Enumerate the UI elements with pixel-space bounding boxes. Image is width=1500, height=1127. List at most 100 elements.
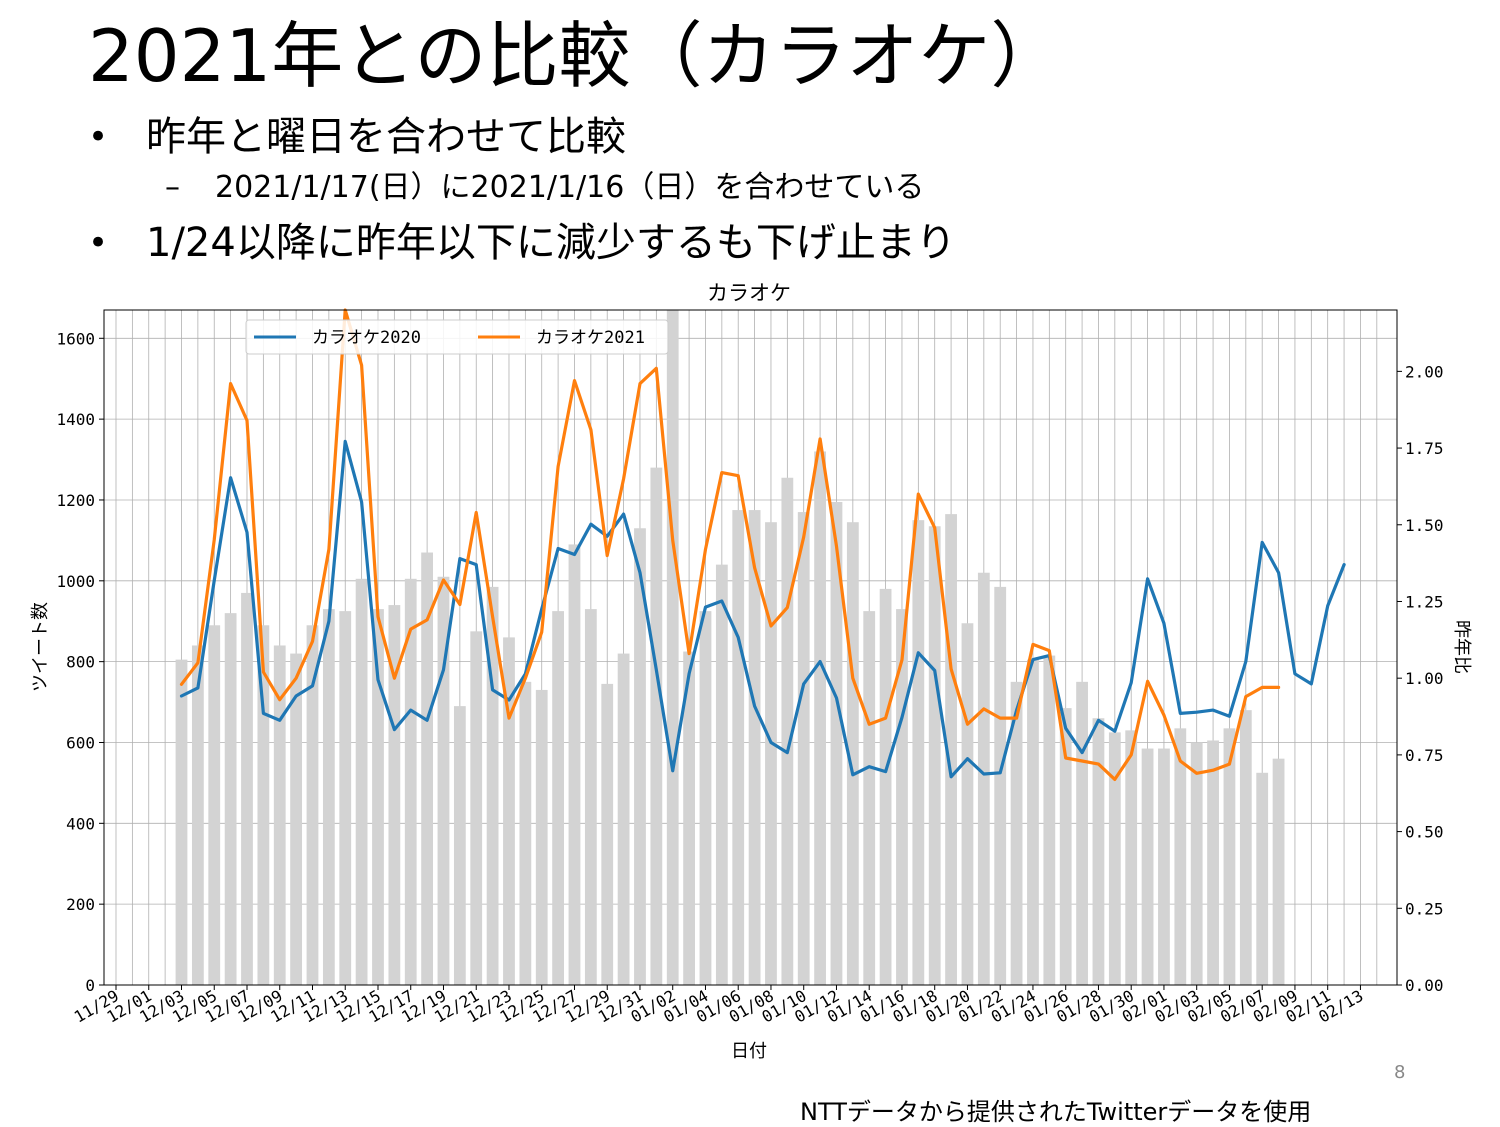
legend-label-2020: カラオケ2020 [312,328,421,348]
bar [503,637,515,985]
legend-label-2021: カラオケ2021 [536,328,645,348]
bar [830,501,843,985]
data-source-note: NTTデータから提供されたTwitterデータを使用 [800,1098,1312,1126]
bar [421,552,434,985]
y2-tick-label: 0.00 [1405,976,1444,995]
bar [1223,728,1236,985]
y2-tick-label: 1.50 [1405,516,1444,535]
bar [1239,710,1252,985]
bar [928,526,941,985]
line-series [179,308,1346,781]
y-tick-label: 600 [66,733,95,752]
y-tick-label: 400 [66,814,95,833]
bar [666,310,679,985]
bar [846,522,859,985]
bar [994,586,1007,985]
bar [191,645,204,985]
bullet-text: 昨年と曜日を合わせて比較 [146,114,626,160]
bar [797,512,810,985]
bullet-mark: • [88,223,109,263]
bar [1256,772,1269,985]
bar [388,605,401,985]
bar [273,645,286,985]
bar [650,467,663,985]
bar [355,578,368,985]
y-tick-label: 1000 [56,572,95,591]
y2-tick-label: 1.75 [1405,439,1444,458]
x-axis: 11/2912/0112/0312/0512/0712/0912/1112/13… [71,985,1366,1027]
bar [1158,748,1170,985]
bar [879,588,892,985]
bar [306,625,319,985]
bar [584,609,597,985]
bar-series [175,310,1285,986]
line-karaoke-2021 [179,308,1281,781]
bullet-text: 1/24以降に昨年以下に減少するも下げ止まり [146,220,956,266]
bar [634,528,646,985]
line-karaoke-2020 [179,439,1346,779]
bar [208,625,221,985]
plot-frame [103,309,1398,986]
bar [224,613,237,985]
bar [568,544,581,985]
bar [961,623,974,985]
bar [1076,681,1088,985]
bar [814,451,826,986]
y2-tick-label: 1.00 [1405,669,1444,688]
bar [912,520,925,985]
y2-tick-label: 0.50 [1405,823,1444,842]
y2-axis-label: 昨年比 [1451,620,1472,674]
chart-title: カラオケ [707,281,791,305]
bar [945,514,957,985]
bar [715,564,728,985]
bar [781,477,794,985]
bar [1027,659,1039,985]
y-tick-label: 800 [66,653,95,672]
bar [552,611,564,985]
y-tick-label: 1600 [56,329,95,348]
bar [748,510,761,985]
bar [617,653,630,985]
bar [322,609,335,985]
y-axis-left: 0 200 400 600 800 1000 1200 1400 1600 [56,329,104,995]
y2-tick-label: 2.00 [1405,362,1444,381]
bar [732,510,745,985]
bar [1141,748,1154,985]
bar [437,576,450,985]
bar [863,611,876,985]
sub-bullet-text: 2021/1/17(日）に2021/1/16（日）を合わせている [215,170,925,205]
bar [1174,728,1187,985]
bullet-mark: • [88,117,109,157]
sub-bullet-mark: – [165,170,180,205]
bar [1059,708,1072,985]
legend-box [245,319,669,355]
y-axis-label: ツイート数 [30,602,51,692]
bar [486,586,499,985]
y2-tick-label: 0.25 [1405,899,1444,918]
bar [339,611,352,985]
bar [372,609,384,985]
bar [453,706,466,985]
slide-title: 2021年との比較（カラオケ） [88,14,1063,98]
bar [601,683,614,985]
bar [1010,681,1023,985]
legend: カラオケ2020 カラオケ2021 [245,319,669,355]
bar [1125,730,1138,985]
bar [1092,718,1105,985]
bar [1190,742,1203,985]
bar [896,609,908,985]
y-axis-right: 0.00 0.25 0.50 0.75 1.00 1.25 1.50 1.75 2.00 [1397,362,1444,995]
y2-tick-label: 0.75 [1405,746,1444,765]
bar [470,631,483,985]
bar [1043,655,1056,985]
bar [683,651,695,985]
bar [404,578,417,985]
bar [977,572,990,985]
bar [1108,732,1121,985]
bar [519,681,532,985]
y-tick-label: 0 [85,976,95,995]
page-number: 8 [1394,1062,1406,1083]
y-tick-label: 200 [66,895,95,914]
bar [699,611,712,985]
